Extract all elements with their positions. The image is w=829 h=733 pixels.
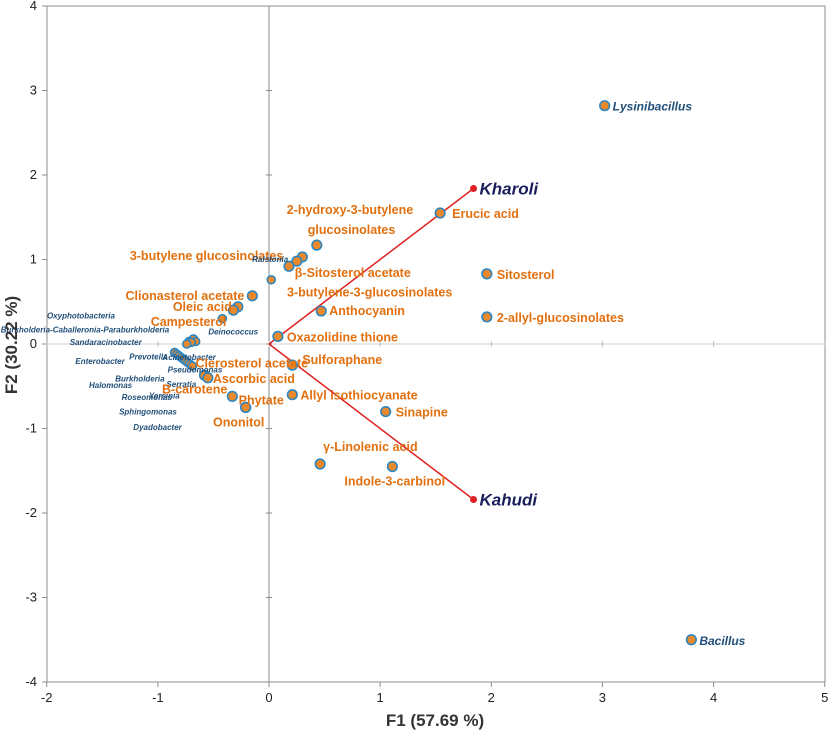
label-ascorbic-acid: Ascorbic acid — [213, 372, 295, 386]
vector-label-kharoli: Kharoli — [480, 180, 540, 199]
scatter-points — [169, 100, 697, 646]
label-burkholderia-caballeronia-paraburkholderia: Burkholderia-Caballeronia-Paraburkholder… — [1, 325, 170, 334]
label-lysinibacillus: Lysinibacillus — [613, 100, 693, 114]
label-oxyphotobacteria: Oxyphotobacteria — [47, 311, 116, 320]
point--sitosterol-acetate — [291, 255, 303, 267]
y-tick-label: 4 — [30, 0, 37, 13]
y-tick-label: -1 — [25, 421, 37, 436]
point-labels: Kharoli Kahudi Lysinibacillus Bacillus Eruci… — [1, 100, 746, 648]
label-b-carotene: B-carotene — [162, 382, 227, 396]
label-2-allyl-glucosinolates: 2-allyl-glucosinolates — [497, 311, 624, 325]
point-ascorbic-acid — [202, 372, 214, 384]
label-sandaracinobacter: Sandaracinobacter — [70, 338, 143, 347]
y-tick-label: 2 — [30, 167, 37, 182]
point-erucic-acid — [434, 207, 446, 219]
point-dyadobacter — [187, 361, 198, 371]
label-roseomonas: Roseomonas — [122, 393, 173, 402]
label-phytate: Phytate — [239, 393, 284, 407]
label-sphingomonas: Sphingomonas — [119, 407, 177, 416]
point-lysinibacillus — [599, 100, 611, 112]
point-clionasterol-acetate — [246, 290, 258, 302]
label-deinococcus: Deinococcus — [208, 328, 258, 337]
label-oleic-acid: Oleic acid — [173, 300, 232, 314]
label-3-butylene-glucosinolates: 3-butylene glucosinolates — [130, 249, 284, 263]
x-axis-title: F1 (57.69 %) — [386, 711, 484, 730]
label-erucic-acid: Erucic acid — [452, 207, 519, 221]
label-yersinia: Yersinia — [149, 392, 180, 401]
x-tick-label: 1 — [377, 690, 384, 705]
point-bacillus — [685, 634, 697, 646]
label-campesterol: Campesterol — [151, 315, 227, 329]
point-oxazolidine-thione — [272, 330, 284, 342]
point-b-carotene — [226, 390, 238, 402]
point-indole-3-carbinol — [386, 460, 398, 473]
axes: -2 -1 0 1 2 3 4 5 -4 -3 -2 -1 0 1 2 3 4 — [25, 0, 828, 705]
point-sitosterol — [481, 268, 493, 280]
label-acinetobacter: Acinetobacter — [161, 353, 216, 362]
y-tick-label: 0 — [30, 336, 37, 351]
label-anthocyanin: Anthocyanin — [329, 304, 405, 318]
x-tick-label: 3 — [599, 690, 606, 705]
point-sinapine — [380, 406, 392, 418]
x-tick-label: -1 — [152, 690, 164, 705]
label-pseudomonas: Pseudomonas — [168, 365, 223, 374]
y-tick-label: -4 — [25, 674, 37, 689]
label--linolenic-acid: γ-Linolenic acid — [323, 440, 417, 454]
x-tick-label: 0 — [265, 690, 272, 705]
y-tick-label: -2 — [25, 505, 37, 520]
point-campesterol — [227, 304, 240, 316]
label-sulforaphane: Sulforaphane — [302, 353, 382, 367]
label-halomonas: Halomonas — [89, 381, 133, 390]
label-allyl-isothiocyanate: Allyl isothiocyanate — [300, 389, 417, 403]
point-deinococcus — [217, 313, 228, 324]
point-2-hydroxy-3-butylene-glucosinolates — [311, 239, 323, 251]
vector-end-kahudi — [470, 495, 478, 503]
y-tick-label: 3 — [30, 83, 37, 98]
x-tick-label: 5 — [821, 690, 828, 705]
point-sandaracinobacter — [181, 339, 192, 349]
label-enterobacter: Enterobacter — [75, 357, 125, 366]
label-ononitol: Ononitol — [213, 415, 264, 429]
y-tick-label: 1 — [30, 252, 37, 267]
x-tick-label: 2 — [488, 690, 495, 705]
label-2-hydroxy-3-butylene-glucosinolates-line-2: glucosinolates — [308, 223, 396, 237]
label-burkholderia: Burkholderia — [115, 375, 165, 384]
label-sitosterol: Sitosterol — [497, 268, 555, 282]
label-3-butylene-3-glucosinolates: 3-butylene-3-glucosinolates — [287, 285, 452, 299]
x-tick-label: -2 — [41, 690, 53, 705]
point-ralstonia — [266, 274, 277, 285]
label-clionasterol-acetate: Clionasterol acetate — [126, 289, 245, 303]
x-tick-label: 4 — [710, 690, 717, 705]
label-serratia: Serratia — [166, 380, 196, 389]
point-sulforaphane — [286, 359, 298, 371]
label-bacillus: Bacillus — [699, 634, 745, 648]
point-2-allyl-glucosinolates — [481, 311, 493, 323]
point-3-butylene-3-glucosinolates — [283, 260, 295, 272]
label-oxazolidine-thione: Oxazolidine thione — [287, 330, 398, 344]
vector-end-kharoli — [470, 185, 478, 193]
y-axis-title: F2 (30.22 %) — [2, 296, 21, 394]
label-ralstonia: Ralstonia — [252, 255, 289, 264]
label-dyadobacter: Dyadobacter — [133, 423, 182, 432]
vector-label-kahudi: Kahudi — [480, 490, 539, 509]
vector-line-kahudi — [268, 343, 474, 501]
point-allyl-isothiocyanate — [286, 389, 298, 401]
label-sinapine: Sinapine — [396, 406, 448, 420]
label-prevotella: Prevotella — [129, 352, 168, 361]
label-clerosterol-acetate: Clerosterol acetate — [196, 356, 309, 370]
label-indole-3-carbinol: Indole-3-carbinol — [344, 475, 445, 489]
label-2-hydroxy-3-butylene-glucosinolates-line-1: 2-hydroxy-3-butylene — [287, 203, 413, 217]
y-tick-label: -3 — [25, 590, 37, 605]
point-anthocyanin — [315, 305, 327, 317]
point-ononitol — [240, 401, 252, 413]
label--sitosterol-acetate: β-Sitosterol acetate — [295, 266, 411, 280]
point--linolenic-acid — [314, 458, 326, 470]
